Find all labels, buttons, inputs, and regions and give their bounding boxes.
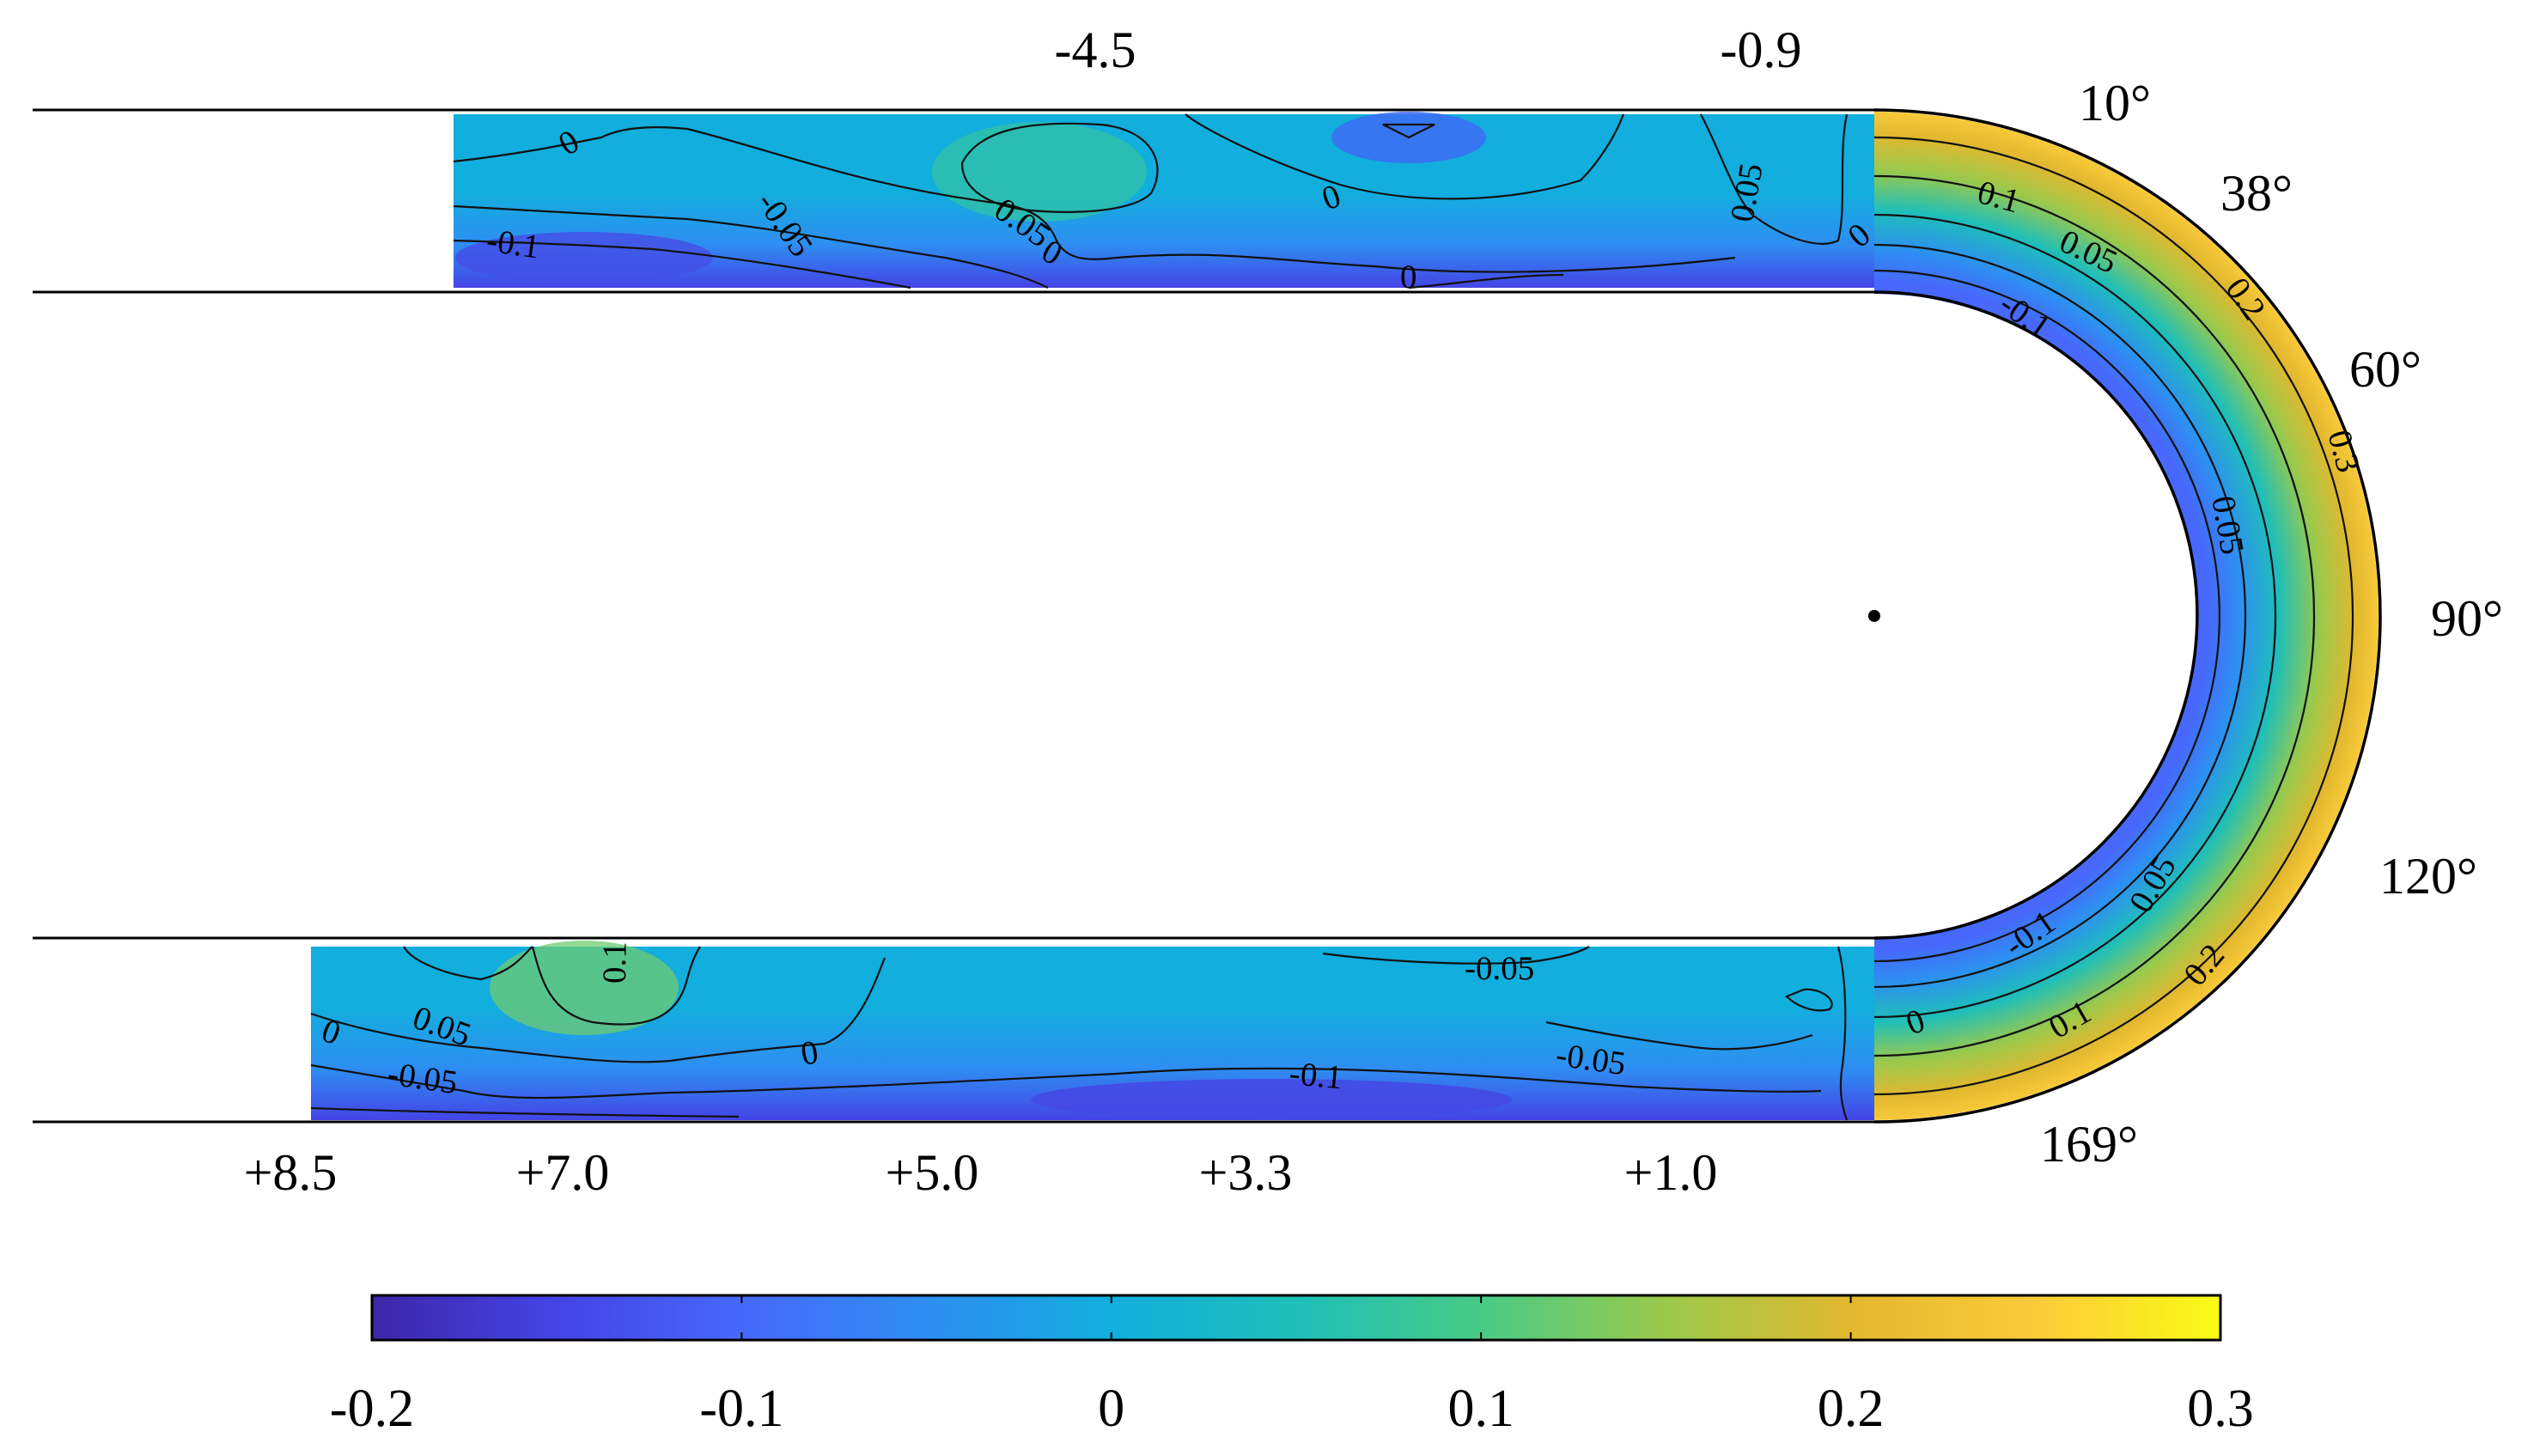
colorbar-tick-label: 0.1 bbox=[1447, 1380, 1514, 1438]
bend-angle-label: 60° bbox=[2349, 341, 2421, 398]
outlet-position-label: +5.0 bbox=[886, 1144, 979, 1201]
top-leg-contours bbox=[453, 113, 1849, 289]
outlet-position-label: +8.5 bbox=[244, 1144, 338, 1201]
contour-label: 0 bbox=[1400, 259, 1417, 295]
bend-outer-wall bbox=[1873, 108, 2382, 1124]
bend-inner-wall bbox=[1873, 290, 2199, 940]
colorbar-ticks: -0.2 -0.1 0 0.1 0.2 0.3 bbox=[330, 1295, 2254, 1438]
inlet-position-label: -0.9 bbox=[1721, 21, 1802, 78]
contour-label: -0.1 bbox=[1288, 1055, 1343, 1096]
angle-labels: 10° 38° 60° 90° 120° 169° bbox=[2040, 75, 2503, 1173]
bottom-leg-low-blob bbox=[1031, 1079, 1512, 1120]
top-leg-corner-low-blob bbox=[455, 232, 713, 283]
inlet-position-label: -4.5 bbox=[1055, 21, 1136, 78]
colorbar-tick-label: 0.2 bbox=[1818, 1380, 1885, 1438]
contour-label: -0.05 bbox=[1465, 950, 1534, 987]
contour-label: -0.1 bbox=[484, 222, 542, 265]
channel-outline bbox=[33, 108, 2382, 1124]
bend-contours bbox=[1873, 136, 2354, 1096]
contour-label: 0.1 bbox=[596, 941, 633, 984]
bend-angle-label: 90° bbox=[2431, 590, 2503, 647]
bend-center-point bbox=[1868, 610, 1880, 622]
bend-angle-label: 38° bbox=[2220, 165, 2293, 222]
bend-field bbox=[1874, 112, 2379, 1120]
colorbar-tick-label: -0.1 bbox=[699, 1380, 783, 1438]
outlet-position-label: +1.0 bbox=[1624, 1144, 1718, 1201]
bend-angle-label: 169° bbox=[2040, 1116, 2138, 1173]
outlet-position-label: +7.0 bbox=[516, 1144, 610, 1201]
colorbar-tick-label: -0.2 bbox=[330, 1380, 414, 1438]
bend-angle-label: 120° bbox=[2379, 848, 2477, 905]
colorbar-tick-label: 0 bbox=[1098, 1380, 1124, 1438]
colorbar-tick-label: 0.3 bbox=[2187, 1380, 2254, 1438]
outlet-position-label: +3.3 bbox=[1199, 1144, 1293, 1201]
colorbar: -0.2 -0.1 0 0.1 0.2 0.3 bbox=[330, 1294, 2254, 1438]
bottom-leg-contours bbox=[310, 946, 1849, 1121]
position-labels: -4.5 -0.9 +8.5 +7.0 +5.0 +3.3 +1.0 bbox=[244, 21, 1802, 1201]
bend-angle-label: 10° bbox=[2079, 75, 2151, 131]
top-leg-high-blob bbox=[932, 122, 1147, 222]
colorbar-bar bbox=[370, 1294, 2222, 1342]
